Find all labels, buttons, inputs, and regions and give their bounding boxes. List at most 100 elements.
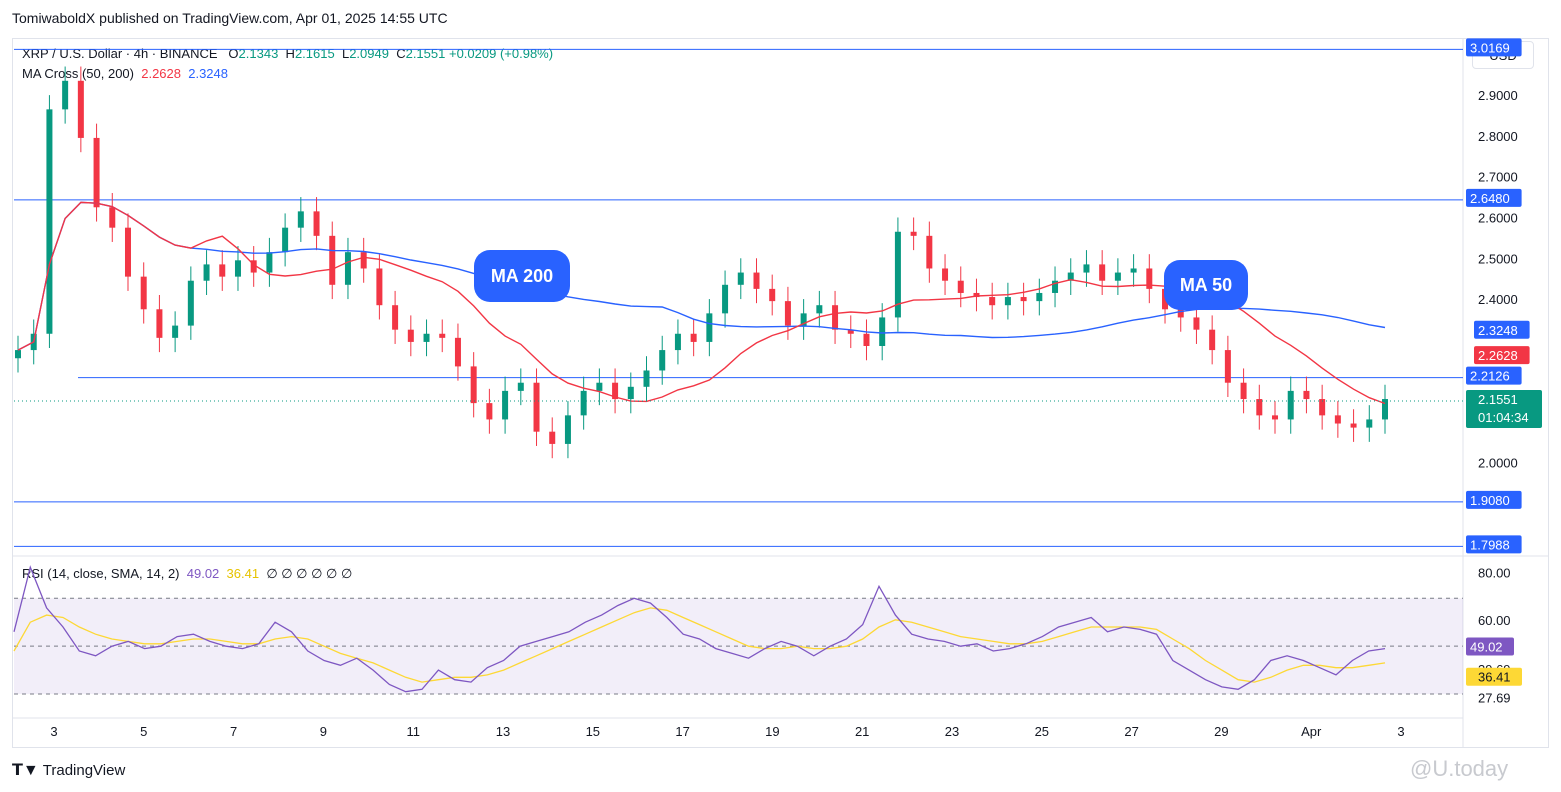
candle-body	[124, 227, 131, 277]
time-tick: 25	[1035, 724, 1049, 739]
close-label: C	[396, 46, 406, 61]
candle-body	[203, 264, 210, 281]
candle-body	[1256, 399, 1263, 416]
level-label: 3.0169	[1470, 40, 1510, 55]
rsi-label[interactable]: RSI (14, close, SMA, 14, 2)	[22, 566, 180, 581]
top-bar: TomiwaboldX published on TradingView.com…	[0, 0, 1561, 38]
ma-price-label-bg	[1474, 320, 1530, 339]
time-tick: 15	[586, 724, 600, 739]
open-label: O	[228, 46, 239, 61]
candle-body	[1240, 382, 1247, 400]
candle-body	[156, 309, 163, 338]
tv-logo-icon: 𝗧▼	[12, 762, 39, 779]
time-tick: 29	[1214, 724, 1228, 739]
last-price-label: 2.1551	[1478, 392, 1518, 407]
price-tick: 2.6000	[1478, 211, 1518, 226]
time-tick: 23	[945, 724, 959, 739]
time-tick: 27	[1124, 724, 1138, 739]
chart-frame	[12, 38, 1549, 748]
candle-body	[784, 301, 791, 326]
candle-body	[376, 268, 383, 306]
price-tick: 2.8000	[1478, 129, 1518, 144]
candle-body	[1067, 272, 1074, 281]
candle-body	[1036, 292, 1043, 302]
rsi-tick: 60.00	[1478, 613, 1511, 628]
candle-body	[1177, 309, 1184, 318]
candle-body	[62, 80, 69, 110]
time-tick: 21	[855, 724, 869, 739]
candle-body	[1287, 390, 1294, 420]
level-label-bg	[1466, 188, 1522, 207]
candle-body	[643, 370, 650, 387]
candle-body	[737, 272, 744, 285]
candle-body	[172, 325, 179, 338]
ma200-annotation: MA 200	[474, 250, 570, 302]
candle-body	[989, 297, 996, 306]
rsi-sma-line	[13, 607, 1386, 683]
candle-body	[109, 207, 116, 228]
candle-body	[1004, 297, 1011, 306]
candle-body	[847, 329, 854, 334]
time-tick: 17	[675, 724, 689, 739]
candle-body	[502, 390, 509, 420]
candle-body	[910, 231, 917, 236]
candle-body	[769, 288, 776, 302]
candle-body	[832, 305, 839, 330]
candle-body	[219, 264, 226, 277]
candle-body	[1114, 272, 1121, 281]
ma200-line	[17, 201, 1386, 351]
candle-body	[957, 280, 964, 293]
candle-body	[486, 403, 493, 420]
candle-body	[282, 227, 289, 253]
candle-body	[879, 317, 886, 346]
candle-body	[297, 211, 304, 228]
countdown-label: 01:04:34	[1478, 410, 1529, 425]
tradingview-logo[interactable]: 𝗧▼ TradingView	[12, 760, 125, 780]
candle-body	[344, 252, 351, 285]
candle-body	[1366, 419, 1373, 428]
time-tick: 13	[496, 724, 510, 739]
candle-body	[816, 305, 823, 314]
candle-body	[329, 235, 336, 285]
level-label-bg	[1466, 38, 1522, 57]
level-label: 2.2126	[1470, 369, 1510, 384]
candle-body	[1146, 268, 1153, 289]
candle-body	[93, 137, 100, 208]
candle-body	[659, 350, 666, 371]
rsi-tick: 27.69	[1478, 691, 1511, 706]
rsi-last-label-bg	[1466, 637, 1514, 656]
candle-body	[674, 333, 681, 351]
level-label-bg	[1466, 366, 1522, 385]
ma200-value: 2.3248	[188, 66, 228, 81]
candle-body	[250, 260, 257, 273]
price-tick: 2.9000	[1478, 88, 1518, 103]
ma-cross-label[interactable]: MA Cross (50, 200)	[22, 66, 134, 81]
rsi-sma-last-label: 36.41	[1478, 670, 1511, 685]
high-label: H	[285, 46, 295, 61]
level-label-bg	[1466, 490, 1522, 509]
candle-body	[1083, 264, 1090, 273]
ma50-value: 2.2628	[141, 66, 181, 81]
price-tick: 2.0000	[1478, 455, 1518, 470]
ma-price-label: 2.2628	[1478, 348, 1518, 363]
candle-body	[517, 382, 524, 391]
candle-body	[140, 276, 147, 310]
tv-brand-text: TradingView	[42, 761, 126, 779]
rsi-sma-last-bg	[1466, 667, 1522, 686]
candle-body	[1209, 329, 1216, 351]
candle-body	[564, 415, 571, 444]
candle-body	[596, 382, 603, 391]
ma50-line	[17, 201, 1386, 405]
time-tick: 3	[1397, 724, 1404, 739]
candle-body	[454, 337, 461, 367]
candle-body	[690, 333, 697, 342]
time-tick: Apr	[1301, 724, 1322, 739]
rsi-last-label: 49.02	[1470, 640, 1503, 655]
price-tick: 2.7000	[1478, 170, 1518, 185]
candle-body	[1130, 268, 1137, 273]
candle-body	[549, 431, 556, 444]
candle-body	[580, 390, 587, 416]
rsi-tick: 80.00	[1478, 565, 1511, 580]
candle-body	[1382, 399, 1388, 420]
